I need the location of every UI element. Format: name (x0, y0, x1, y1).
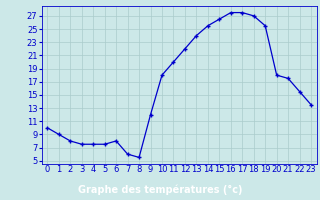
Text: Graphe des températures (°c): Graphe des températures (°c) (78, 184, 242, 195)
